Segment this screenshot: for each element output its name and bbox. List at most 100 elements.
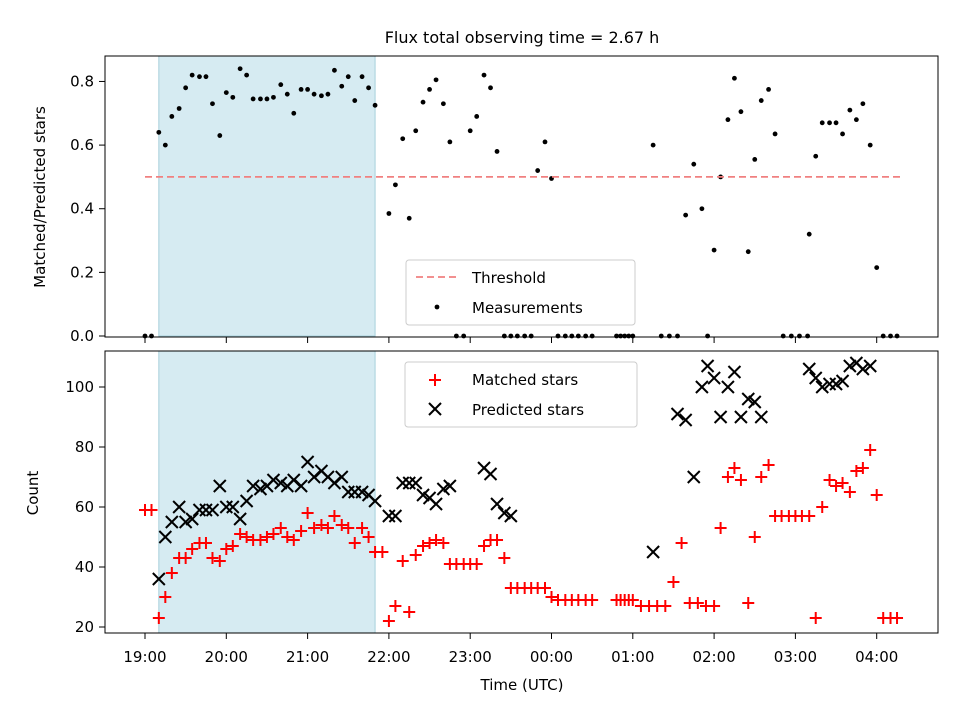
matched-point xyxy=(870,489,883,501)
matched-point xyxy=(809,612,822,624)
top-x-ticks xyxy=(144,337,878,343)
predicted-point xyxy=(185,512,199,526)
measurement-point xyxy=(542,139,548,145)
measurement-point xyxy=(797,333,802,339)
measurement-point xyxy=(562,333,568,339)
x-tick-label: 02:00 xyxy=(692,648,735,666)
matched-point xyxy=(199,537,212,549)
matched-point xyxy=(240,531,253,543)
legend-matched-swatch xyxy=(429,374,441,386)
measurement-point xyxy=(427,87,432,92)
measurement-point xyxy=(311,91,317,97)
predicted-point xyxy=(754,410,768,424)
measurement-point xyxy=(840,131,845,137)
matched-point xyxy=(152,612,165,624)
matched-point xyxy=(856,462,869,474)
legend-matched-label: Matched stars xyxy=(472,371,578,389)
matched-point xyxy=(850,465,863,477)
matched-point xyxy=(830,480,843,492)
measurement-point xyxy=(813,153,819,159)
measurement-point xyxy=(210,101,215,107)
measurement-point xyxy=(514,333,520,339)
matched-point xyxy=(145,504,158,516)
predicted-point xyxy=(213,479,227,493)
predicted-point xyxy=(165,515,179,529)
measurement-point xyxy=(691,161,697,167)
predicted-point xyxy=(727,365,742,379)
measurement-point xyxy=(474,114,480,119)
predicted-point xyxy=(721,380,735,394)
predicted-point xyxy=(382,509,396,523)
top-y-axis-label: Matched/Predicted stars xyxy=(31,106,49,288)
measurement-point xyxy=(528,333,534,339)
bottom-y-axis: 20 40 60 80 100 xyxy=(65,378,105,636)
predicted-point xyxy=(158,530,173,544)
predicted-point xyxy=(246,479,260,493)
predicted-point xyxy=(809,371,823,385)
measurement-point xyxy=(675,333,680,339)
measurement-point xyxy=(325,91,331,97)
matched-point xyxy=(382,615,395,627)
matched-point xyxy=(675,537,688,549)
matched-point xyxy=(659,600,672,612)
measurement-point xyxy=(806,231,812,237)
predicted-point xyxy=(678,413,693,427)
measurement-point xyxy=(169,114,175,119)
measurement-point xyxy=(183,85,189,91)
predicted-point xyxy=(205,503,220,517)
measurement-point xyxy=(250,96,256,102)
measurement-point xyxy=(738,109,744,115)
bottom-legend-box xyxy=(404,361,638,428)
measurement-point xyxy=(339,83,345,89)
predicted-point xyxy=(266,473,281,487)
x-tick-label: 23:00 xyxy=(449,648,492,666)
matched-point xyxy=(545,591,558,603)
predicted-point xyxy=(388,509,403,523)
measurement-point xyxy=(278,82,284,88)
predicted-point xyxy=(368,494,382,508)
bottom-y-tick-label: 80 xyxy=(75,438,94,456)
predicted-point xyxy=(300,455,315,469)
matched-point xyxy=(287,534,300,546)
matched-point xyxy=(321,522,334,534)
matched-point xyxy=(491,534,504,546)
matched-point xyxy=(179,552,192,564)
predicted-point xyxy=(436,482,451,496)
measurement-point xyxy=(393,182,398,188)
matched-point xyxy=(403,606,416,618)
measurement-point xyxy=(705,333,710,339)
top-panel: 0.00.20.40.60.8 Matched/Predicted stars … xyxy=(31,55,939,345)
matched-point xyxy=(762,459,775,471)
measurement-point xyxy=(217,133,223,138)
predicted-point xyxy=(497,506,512,520)
matched-point xyxy=(301,507,314,519)
measurement-point xyxy=(874,265,880,270)
bottom-y-tick-label: 100 xyxy=(65,378,94,396)
measurement-point xyxy=(766,87,771,92)
measurement-point xyxy=(298,87,304,92)
predicted-point xyxy=(741,392,755,406)
predicted-point xyxy=(409,476,423,490)
top-y-tick-label: 0.6 xyxy=(70,136,94,154)
predicted-point xyxy=(233,512,247,526)
top-y-tick-label: 0.2 xyxy=(70,263,94,281)
measurement-point xyxy=(758,98,764,103)
measurement-point xyxy=(433,77,439,83)
matched-point xyxy=(714,522,727,534)
top-y-axis: 0.0 0.2 0.4 0.6 0.8 xyxy=(70,72,105,345)
predicted-point xyxy=(707,371,721,385)
predicted-point xyxy=(670,407,685,421)
matched-point xyxy=(478,540,491,552)
chart-title: Flux total observing time = 2.67 h xyxy=(385,28,660,47)
predicted-point xyxy=(219,500,234,514)
matched-point xyxy=(165,567,178,579)
predicted-point xyxy=(695,380,709,394)
measurement-point xyxy=(805,333,810,339)
matched-point xyxy=(206,552,219,564)
top-legend-box xyxy=(405,259,636,326)
top-y-tick-label: 0.4 xyxy=(70,200,94,218)
matched-point xyxy=(267,528,280,540)
measurement-point xyxy=(853,117,859,123)
bottom-highlight-band xyxy=(158,350,376,634)
matched-point xyxy=(708,600,721,612)
